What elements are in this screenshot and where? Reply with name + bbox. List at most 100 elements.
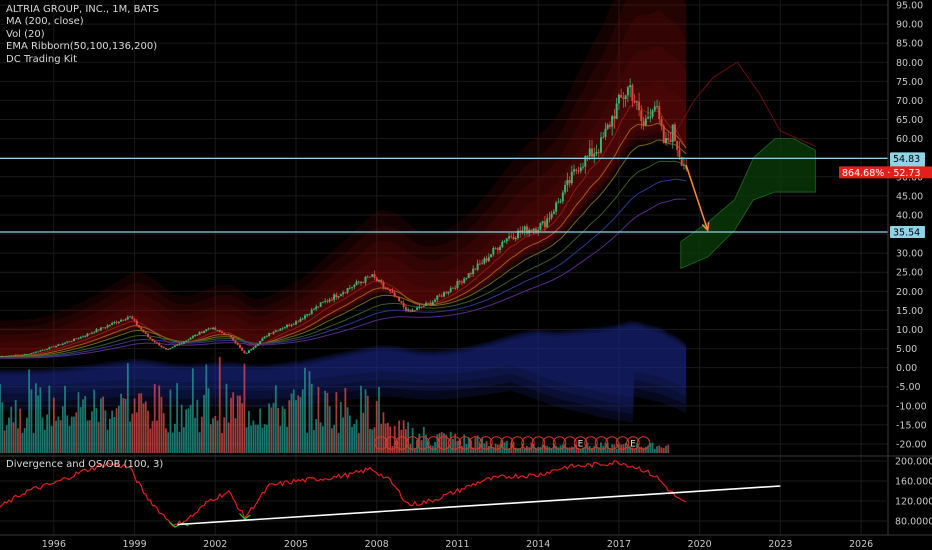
candle-body xyxy=(586,156,589,157)
candle-body xyxy=(171,346,174,348)
volume-bar xyxy=(245,427,248,453)
candle-body xyxy=(122,319,125,321)
legend-kit[interactable]: DC Trading Kit xyxy=(6,53,77,65)
candle-body xyxy=(167,349,170,350)
event-marker xyxy=(521,436,535,450)
legend-vol[interactable]: Vol (20) xyxy=(6,28,45,40)
volume-bar xyxy=(656,446,658,453)
volume-bar xyxy=(519,448,522,453)
time-axis[interactable]: 1996 1999 2002 2005 2008 2011 2014 2017 2020 2023… xyxy=(0,534,932,550)
price-tick-label: 90.00 xyxy=(896,20,923,31)
candle-body xyxy=(194,334,197,337)
volume-bar xyxy=(149,428,152,453)
volume-bar xyxy=(328,406,331,453)
event-marker xyxy=(552,436,567,450)
volume-bar xyxy=(236,395,239,453)
legend-ema[interactable]: EMA Ribborn(50,100,136,200) xyxy=(6,41,158,53)
candle-body xyxy=(138,325,141,328)
volume-bar xyxy=(665,445,667,453)
candle-body xyxy=(541,221,544,224)
volume-bar xyxy=(187,408,190,453)
volume-bar xyxy=(651,442,654,453)
time-tick-label: 2014 xyxy=(526,539,550,550)
volume-bar xyxy=(324,390,327,453)
volume-bar xyxy=(611,444,614,453)
time-tick-label: 1996 xyxy=(42,539,66,550)
price-axis[interactable]: 95.00 90.00 85.00 80.00 75.00 70.00 65.00 60.00… xyxy=(887,0,927,535)
candle-body xyxy=(402,302,405,307)
candle-body xyxy=(656,106,659,108)
candle-body xyxy=(626,87,629,96)
candle-body xyxy=(297,321,300,323)
candle-body xyxy=(449,288,452,292)
oscillator-label[interactable]: Divergence and OS/OB (100, 3) xyxy=(6,459,164,470)
candle-body xyxy=(398,297,401,302)
legend-title[interactable]: ALTRIA GROUP, INC., 1M, BATS xyxy=(6,4,160,15)
volume-bar xyxy=(463,434,466,453)
volume-bar xyxy=(653,448,656,453)
candle-body xyxy=(120,319,123,322)
osc-tick-label: 80.0000 xyxy=(895,517,932,528)
event-marker xyxy=(374,436,388,450)
candle-body xyxy=(295,321,297,325)
candle-body xyxy=(633,100,636,103)
candle-body xyxy=(216,329,219,331)
volume-bar xyxy=(413,448,416,453)
volume-bar xyxy=(445,434,448,453)
ema-line xyxy=(0,160,687,358)
event-marker xyxy=(426,436,441,450)
candle-body xyxy=(595,152,598,154)
volume-bar xyxy=(129,421,131,453)
volume-bar xyxy=(147,410,149,453)
volume-bar xyxy=(12,422,15,453)
candle-body xyxy=(50,346,53,348)
volume-bar xyxy=(286,426,288,453)
candle-body xyxy=(272,331,275,334)
time-tick-label: 2005 xyxy=(284,539,308,550)
volume-bar xyxy=(505,440,508,453)
volume-bar xyxy=(156,420,158,453)
volume-bar xyxy=(548,447,551,453)
candle-body xyxy=(135,320,138,326)
event-marker xyxy=(594,436,609,450)
candle-body xyxy=(568,180,571,184)
candle-body xyxy=(404,306,407,311)
candle-body xyxy=(487,257,490,261)
candle-body xyxy=(532,228,535,231)
candle-body xyxy=(420,306,423,308)
candle-body xyxy=(496,248,499,250)
projection-cloud xyxy=(680,138,816,270)
candle-body xyxy=(52,346,55,348)
candle-body xyxy=(68,341,71,343)
volume-bar xyxy=(274,385,277,453)
volume-bar xyxy=(544,445,546,453)
event-marker xyxy=(458,436,472,450)
volume-bar xyxy=(658,445,661,453)
volume-bar xyxy=(142,403,145,453)
volume-bar xyxy=(214,415,217,453)
legend-ma[interactable]: MA (200, close) xyxy=(6,16,84,28)
volume-bar xyxy=(191,368,194,453)
candle-body xyxy=(234,340,237,343)
horizontal-levels[interactable] xyxy=(0,157,888,233)
candle-body xyxy=(21,354,24,356)
candle-body xyxy=(371,274,374,277)
candle-body xyxy=(12,355,15,357)
candle-body xyxy=(335,294,338,298)
volume-bar xyxy=(32,432,35,453)
price-tick-label: 25.00 xyxy=(896,268,923,279)
volume-bar xyxy=(75,412,78,453)
candle-body xyxy=(330,299,333,301)
candle-body xyxy=(559,201,562,203)
candle-body xyxy=(642,121,645,126)
volume-bar xyxy=(369,428,371,453)
candle-body xyxy=(225,334,228,336)
volume-bar xyxy=(176,383,179,453)
candle-body xyxy=(265,336,268,337)
candle-body xyxy=(411,310,414,312)
candle-body xyxy=(274,330,277,332)
candle-body xyxy=(301,318,304,320)
